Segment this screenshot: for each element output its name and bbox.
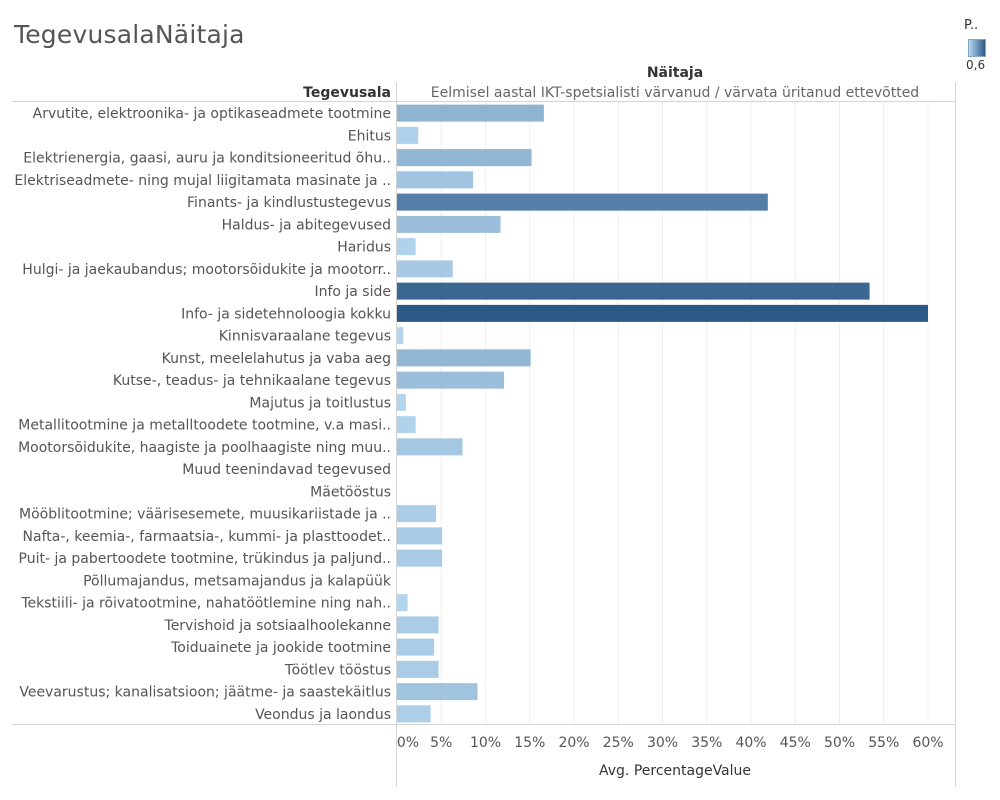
bar[interactable] xyxy=(397,505,436,523)
category-label: Kinnisvaraalane tegevus xyxy=(219,329,391,345)
category-label: Veondus ja laondus xyxy=(255,707,391,723)
bar[interactable] xyxy=(397,304,928,322)
x-tick-label: 45% xyxy=(780,735,811,751)
column-value-header: Eelmisel aastal IKT-spetsialisti värvanu… xyxy=(431,85,919,101)
x-tick-label: 55% xyxy=(868,735,899,751)
x-tick-label: 5% xyxy=(430,735,452,751)
category-label: Muud teenindavad tegevused xyxy=(182,462,391,478)
x-tick-label: 10% xyxy=(470,735,501,751)
bar[interactable] xyxy=(397,171,474,189)
category-label: Elektrienergia, gaasi, auru ja konditsio… xyxy=(23,151,391,167)
category-label: Metallitootmine ja metalltoodete tootmin… xyxy=(18,418,391,434)
chart-title: TegevusalaNäitaja xyxy=(14,20,245,49)
legend-title[interactable]: P.. xyxy=(964,18,979,33)
bar[interactable] xyxy=(397,327,404,345)
legend-label: 0,6 xyxy=(966,58,986,72)
bar[interactable] xyxy=(397,215,501,233)
category-label: Kunst, meelelahutus ja vaba aeg xyxy=(162,351,391,367)
bar[interactable] xyxy=(397,660,439,678)
category-label: Puit- ja pabertoodete tootmine, trükindu… xyxy=(19,551,391,567)
category-label: Haldus- ja abitegevused xyxy=(222,217,391,233)
bar[interactable] xyxy=(397,393,406,411)
x-tick-label: 20% xyxy=(558,735,589,751)
column-field-header: Näitaja xyxy=(647,65,703,81)
x-tick-label: 30% xyxy=(647,735,678,751)
bar[interactable] xyxy=(397,193,768,211)
x-tick-label: 0% xyxy=(397,735,419,751)
category-label: Hulgi- ja jaekaubandus; mootorsõidukite … xyxy=(22,262,391,278)
x-tick-label: 35% xyxy=(691,735,722,751)
bar[interactable] xyxy=(397,371,505,389)
category-label: Finants- ja kindlustustegevus xyxy=(187,195,391,211)
bar[interactable] xyxy=(397,638,435,656)
bar[interactable] xyxy=(397,104,544,122)
bar[interactable] xyxy=(397,349,531,367)
bar[interactable] xyxy=(397,126,419,144)
x-tick-label: 60% xyxy=(912,735,943,751)
category-label: Info ja side xyxy=(314,284,391,300)
x-tick-label: 25% xyxy=(603,735,634,751)
category-label: Mööblitootmine; väärisesemete, muusikari… xyxy=(19,507,391,523)
bar[interactable] xyxy=(397,549,443,567)
category-label: Arvutite, elektroonika- ja optikaseadmet… xyxy=(33,106,391,122)
category-label: Mäetööstus xyxy=(310,484,391,500)
bar[interactable] xyxy=(397,594,408,612)
category-label: Kutse-, teadus- ja tehnikaalane tegevus xyxy=(113,373,391,389)
category-label: Põllumajandus, metsamajandus ja kalapüük xyxy=(83,573,392,589)
bars xyxy=(397,104,928,723)
category-label: Mootorsõidukite, haagiste ja poolhaagist… xyxy=(18,440,391,456)
chart-frame xyxy=(12,82,956,787)
category-label: Ehitus xyxy=(348,128,391,144)
bar[interactable] xyxy=(397,438,463,456)
bar[interactable] xyxy=(397,705,431,723)
x-tick-label: 15% xyxy=(514,735,545,751)
category-label: Tekstiili- ja rõivatootmine, nahatöötlem… xyxy=(20,596,391,612)
bar[interactable] xyxy=(397,260,453,278)
category-label: Info- ja sidetehnoloogia kokku xyxy=(181,306,391,322)
bar[interactable] xyxy=(397,238,416,256)
x-axis-label: Avg. PercentageValue xyxy=(599,763,751,779)
bar[interactable] xyxy=(397,683,478,701)
category-label: Haridus xyxy=(337,240,391,256)
x-tick-label: 50% xyxy=(824,735,855,751)
category-label: Töötlev tööstus xyxy=(284,662,391,678)
category-label: Toiduainete ja jookide tootmine xyxy=(170,640,391,656)
category-label: Elektriseadmete- ning mujal liigitamata … xyxy=(14,173,391,189)
bar[interactable] xyxy=(397,149,532,167)
row-field-header: Tegevusala xyxy=(303,85,391,101)
legend-color-ramp xyxy=(968,39,986,57)
category-label: Majutus ja toitlustus xyxy=(249,395,391,411)
category-rows: Arvutite, elektroonika- ja optikaseadmet… xyxy=(14,106,391,723)
bar[interactable] xyxy=(397,416,416,434)
x-tick-label: 40% xyxy=(735,735,766,751)
bar[interactable] xyxy=(397,616,439,634)
x-axis-ticks: 0% 5% 10% 15% 20% 25% 30% 35% 40% 45% 50% 55% 60% xyxy=(397,735,944,751)
category-label: Tervishoid ja sotsiaalhoolekanne xyxy=(164,618,391,634)
bar[interactable] xyxy=(397,282,870,300)
category-label: Nafta-, keemia-, farmaatsia-, kummi- ja … xyxy=(23,529,391,545)
bar[interactable] xyxy=(397,527,443,545)
category-label: Veevarustus; kanalisatsioon; jäätme- ja … xyxy=(19,685,391,701)
